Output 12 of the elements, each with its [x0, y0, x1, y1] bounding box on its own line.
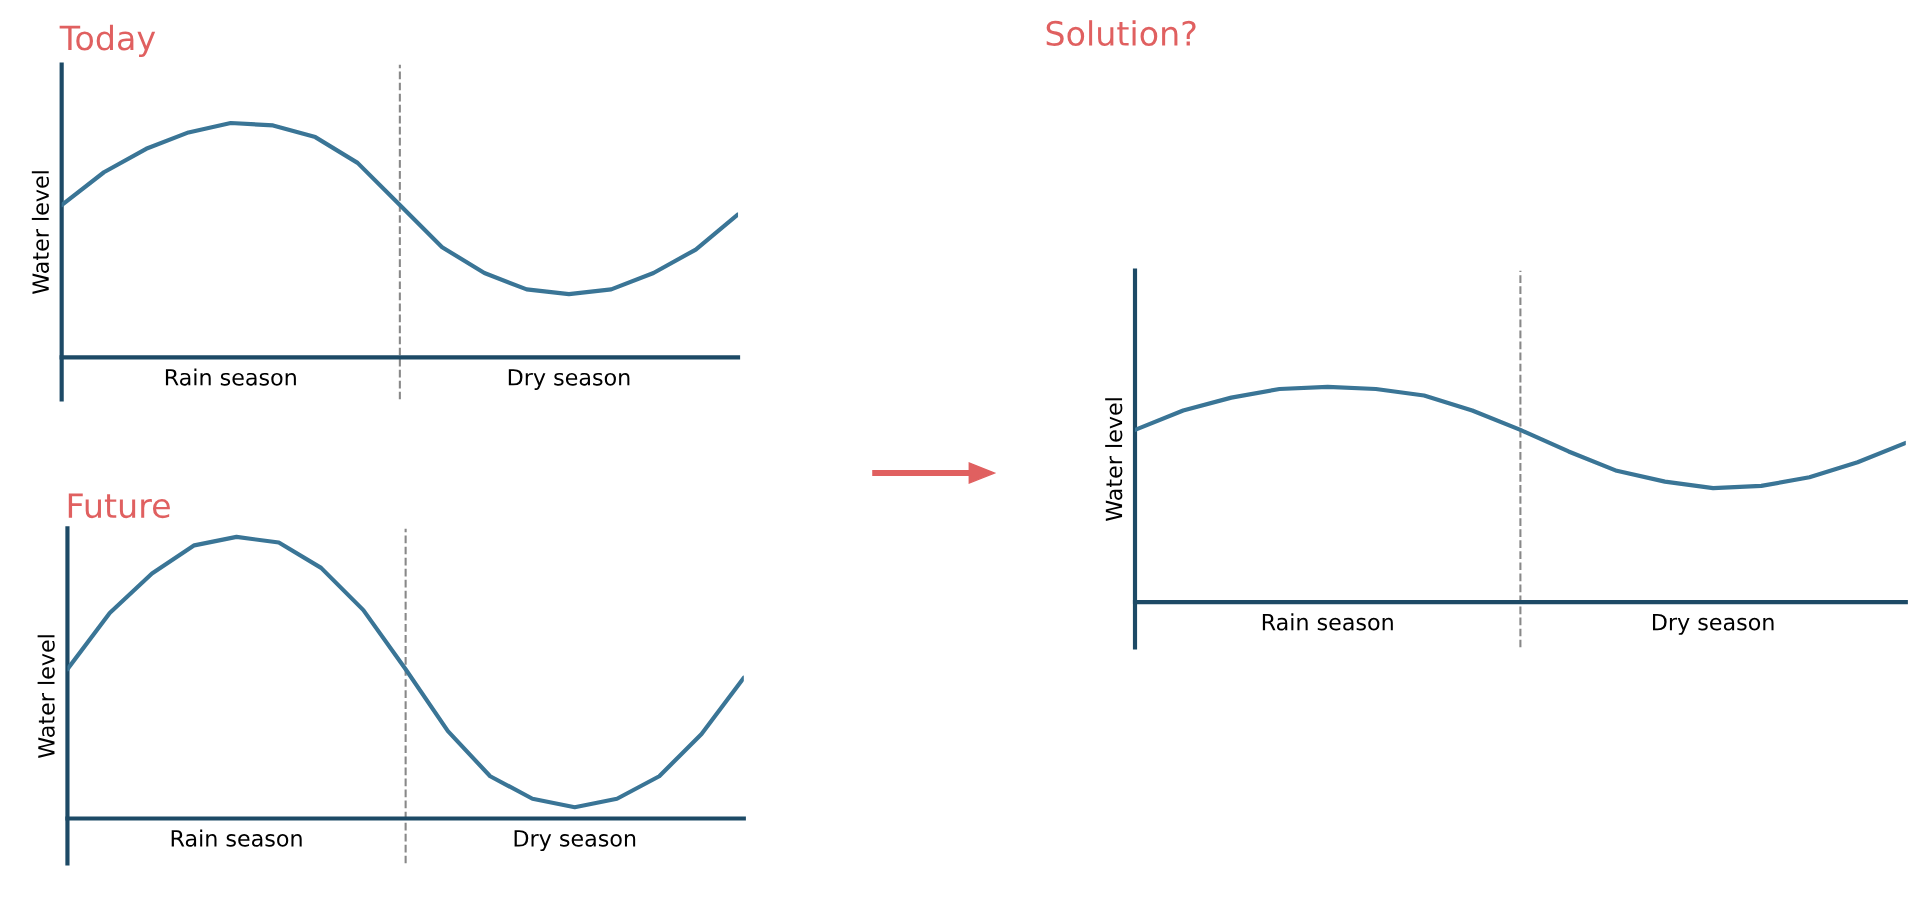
x-tick-label: Rain season [171, 829, 302, 847]
y-axis-title: Water level [31, 171, 50, 295]
x-tick-label: Dry season [1652, 613, 1774, 635]
x-tick-label: Dry season [508, 369, 630, 390]
x-tick-label: Dry season [514, 830, 636, 852]
chart-title: Today [59, 24, 156, 57]
chart-title: Future [68, 493, 170, 519]
y-axis-title: Water level [1105, 398, 1123, 522]
x-tick-label: Rain season [1262, 613, 1393, 631]
y-axis-title: Water level [37, 635, 55, 759]
chart-title: Solution? [1046, 20, 1196, 46]
x-tick-label: Rain season [165, 368, 296, 386]
